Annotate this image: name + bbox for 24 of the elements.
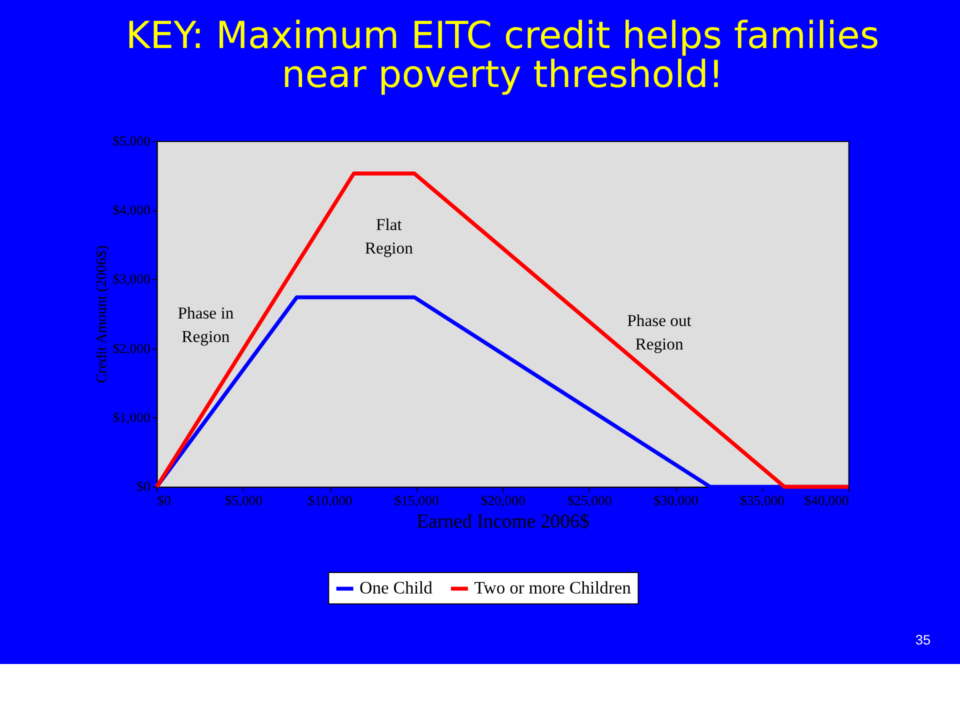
y-axis-title: Credit Amount (2006$): [94, 245, 110, 384]
y-tick-label: $2,000: [112, 340, 151, 356]
x-tick-label: $20,000: [480, 492, 526, 508]
x-tick-label: $10,000: [308, 492, 353, 508]
x-tick-label: $5,000: [224, 492, 263, 508]
legend-label: One Child: [360, 578, 433, 598]
x-tick-label: $0: [157, 492, 172, 508]
y-tick-label: $3,000: [112, 272, 151, 287]
annotation: Phase out Region: [627, 311, 692, 354]
x-tick-label: $30,000: [654, 492, 698, 508]
y-tick-label: $5,000: [112, 133, 151, 148]
legend-label: Two or more Children: [474, 578, 632, 598]
text: 35: [915, 632, 931, 648]
y-tick-label: $1,000: [112, 410, 151, 426]
text: KEY: Maximum EITC credit helps families: [126, 12, 880, 57]
x-tick-label: $15,000: [394, 492, 439, 508]
x-tick-label: $25,000: [567, 492, 612, 508]
x-axis-title: Earned Income 2006$: [416, 511, 590, 532]
x-tick-label: $35,000: [740, 492, 785, 508]
y-tick-label: $4,000: [112, 202, 151, 218]
x-tick-label: $40,000: [804, 492, 849, 508]
y-tick-label: $0: [136, 479, 151, 494]
annotation: Phase in Region: [178, 303, 234, 346]
annotation: Flat Region: [364, 215, 414, 258]
